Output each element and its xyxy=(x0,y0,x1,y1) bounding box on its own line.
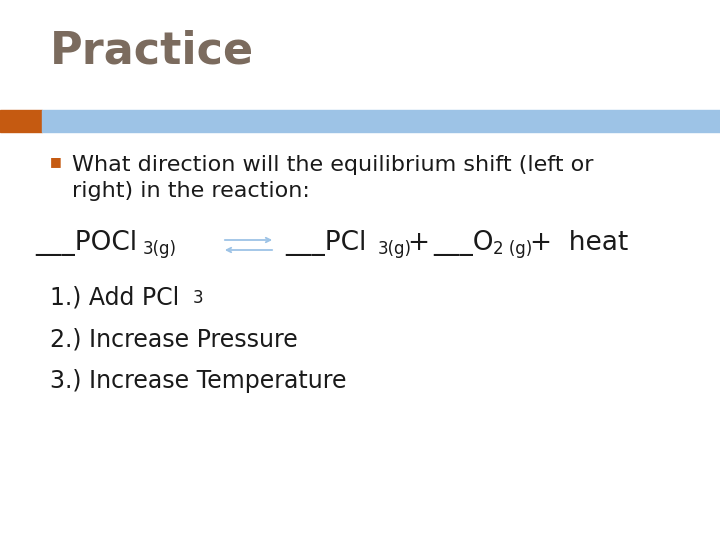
Text: 3: 3 xyxy=(193,289,204,307)
Text: Practice: Practice xyxy=(50,30,254,73)
Text: +: + xyxy=(407,230,429,256)
Text: 3(g): 3(g) xyxy=(378,240,412,258)
Bar xyxy=(42,110,720,132)
Text: 3(g): 3(g) xyxy=(143,240,177,258)
Text: right) in the reaction:: right) in the reaction: xyxy=(72,181,310,201)
Text: ___POCl: ___POCl xyxy=(35,230,137,256)
Text: 3.) Increase Temperature: 3.) Increase Temperature xyxy=(50,369,346,393)
Text: 2 (g): 2 (g) xyxy=(493,240,532,258)
Bar xyxy=(0,110,42,132)
Text: ■: ■ xyxy=(50,155,62,168)
Text: ___O: ___O xyxy=(433,230,493,256)
Text: 1.) Add PCl: 1.) Add PCl xyxy=(50,285,179,309)
Text: +  heat: + heat xyxy=(530,230,629,256)
Text: 2.) Increase Pressure: 2.) Increase Pressure xyxy=(50,327,298,351)
Text: What direction will the equilibrium shift (left or: What direction will the equilibrium shif… xyxy=(72,155,593,175)
Text: ___PCl: ___PCl xyxy=(285,230,366,256)
